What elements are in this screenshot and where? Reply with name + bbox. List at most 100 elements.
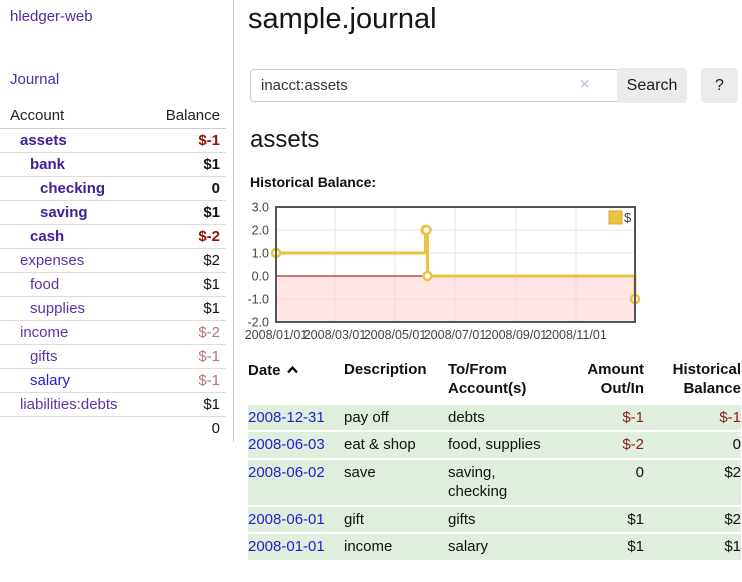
account-balance: $1: [149, 296, 226, 321]
transaction-date-link[interactable]: 2008-06-01: [248, 510, 325, 528]
clear-search-icon[interactable]: ×: [580, 76, 590, 93]
help-button[interactable]: ?: [701, 68, 738, 103]
account-balance: $1: [149, 272, 226, 297]
accounts-body: assets $-1 bank $1 checking 0 saving $1 cash $-2 e…: [0, 128, 226, 417]
account-name-cell: gifts: [0, 344, 150, 369]
account-link[interactable]: food: [30, 276, 60, 293]
transaction-amount: $1: [560, 533, 644, 562]
register-header-description: Description: [344, 361, 427, 378]
sort-ascending-icon: [286, 361, 299, 380]
account-name-cell: expenses: [0, 248, 150, 273]
accounts-total-row: 0: [0, 416, 226, 440]
transaction-description: income: [344, 533, 448, 562]
data-point-marker: [422, 270, 433, 282]
transaction-description: gift: [344, 505, 448, 534]
transaction-date-link[interactable]: 2008-06-03: [248, 436, 325, 453]
accounts-total-value: 0: [149, 416, 226, 440]
account-name-cell: cash: [0, 224, 150, 249]
transaction-row: 2008-12-31 pay off debts $-1 $-1: [248, 404, 741, 432]
transaction-description: eat & shop: [344, 431, 448, 460]
transaction-amount: $-2: [560, 431, 644, 460]
transaction-amount: $-1: [560, 404, 644, 432]
transaction-balance: $1: [644, 533, 741, 562]
transaction-accounts: debts: [448, 404, 560, 432]
transaction-description: save: [344, 458, 448, 507]
account-link[interactable]: liabilities:debts: [20, 396, 118, 413]
accounts-header-account: Account: [0, 104, 150, 129]
account-link[interactable]: bank: [30, 156, 66, 173]
transaction-date-cell: 2008-06-02: [248, 458, 344, 507]
account-balance: $1: [149, 392, 226, 417]
account-balance: $-1: [149, 344, 226, 369]
account-name-cell: supplies: [0, 296, 150, 321]
search-button[interactable]: Search: [617, 68, 687, 103]
main-content: sample.journal × Search ? assets Histori…: [245, 0, 742, 582]
account-name-cell: assets: [0, 128, 150, 153]
account-balance: $1: [149, 200, 226, 225]
legend-label: $: [624, 210, 632, 225]
accounts-header-balance: Balance: [149, 104, 226, 129]
transaction-date-cell: 2008-01-01: [248, 533, 344, 562]
account-name-cell: liabilities:debts: [0, 392, 150, 417]
transaction-row: 2008-06-03 eat & shop food, supplies $-2 0: [248, 431, 741, 460]
account-row: checking 0: [0, 176, 226, 201]
transaction-balance: 0: [644, 431, 741, 460]
y-tick-label: -1.0: [247, 293, 269, 307]
account-balance: $-1: [149, 128, 226, 153]
x-tick-label: 2008/01/01: [245, 328, 308, 342]
x-tick-label: 2008/03/01: [304, 328, 367, 342]
account-link[interactable]: income: [20, 324, 69, 341]
account-balance: $-2: [149, 320, 226, 345]
transaction-row: 2008-06-01 gift gifts $1 $2: [248, 505, 741, 534]
account-link[interactable]: expenses: [20, 252, 85, 269]
account-row: food $1: [0, 272, 226, 297]
account-link[interactable]: assets: [20, 132, 67, 149]
transaction-accounts: gifts: [448, 505, 560, 534]
account-balance: $1: [149, 152, 226, 177]
plot-border: [275, 206, 636, 323]
transaction-balance: $-1: [644, 404, 741, 432]
transaction-date-cell: 2008-06-01: [248, 505, 344, 534]
account-balance: $2: [149, 248, 226, 273]
transaction-amount: $1: [560, 505, 644, 534]
account-heading: assets: [250, 126, 320, 153]
account-row: salary $-1: [0, 368, 226, 393]
register-header-balance: Historical Balance: [672, 361, 741, 397]
y-tick-label: 1.0: [252, 247, 269, 261]
y-tick-label: 2.0: [252, 224, 269, 238]
account-link[interactable]: cash: [30, 228, 65, 245]
account-name-cell: saving: [0, 200, 150, 225]
sidebar-item-journal[interactable]: Journal: [10, 71, 60, 88]
account-name-cell: income: [0, 320, 150, 345]
transaction-balance: $2: [644, 458, 741, 507]
transaction-row: 2008-06-02 save saving, checking 0 $2: [248, 458, 741, 507]
register-body: 2008-12-31 pay off debts $-1 $-1 2008-06-03 ea…: [248, 404, 741, 562]
account-link[interactable]: saving: [40, 204, 88, 221]
register-header-date[interactable]: Date: [248, 359, 344, 405]
account-name-cell: checking: [0, 176, 150, 201]
register-header-row: Date Description To/From Account(s) Amou…: [248, 359, 741, 405]
account-row: expenses $2: [0, 248, 226, 273]
account-link[interactable]: checking: [40, 180, 106, 197]
transaction-balance: $2: [644, 505, 741, 534]
account-link[interactable]: gifts: [30, 348, 58, 365]
account-name-cell: bank: [0, 152, 150, 177]
accounts-table: Account Balance assets $-1 bank $1 checking 0…: [0, 104, 226, 440]
search-input[interactable]: [250, 69, 630, 102]
account-link[interactable]: supplies: [30, 300, 86, 317]
transaction-date-cell: 2008-06-03: [248, 431, 344, 460]
chart-title: Historical Balance:: [250, 174, 377, 190]
x-tick-label: 2008/07/01: [424, 328, 487, 342]
sidebar: hledger-web Journal Account Balance asse…: [0, 0, 234, 442]
account-row: gifts $-1: [0, 344, 226, 369]
app-title-link[interactable]: hledger-web: [10, 8, 93, 25]
transaction-date-link[interactable]: 2008-01-01: [248, 538, 325, 555]
transaction-date-link[interactable]: 2008-06-02: [248, 463, 325, 481]
account-link[interactable]: salary: [30, 372, 71, 389]
account-balance: $-1: [149, 368, 226, 393]
negative-region: [276, 276, 635, 322]
account-row: assets $-1: [0, 128, 226, 153]
y-tick-label: 0.0: [252, 270, 269, 284]
transaction-date-link[interactable]: 2008-12-31: [248, 408, 325, 426]
account-row: bank $1: [0, 152, 226, 177]
